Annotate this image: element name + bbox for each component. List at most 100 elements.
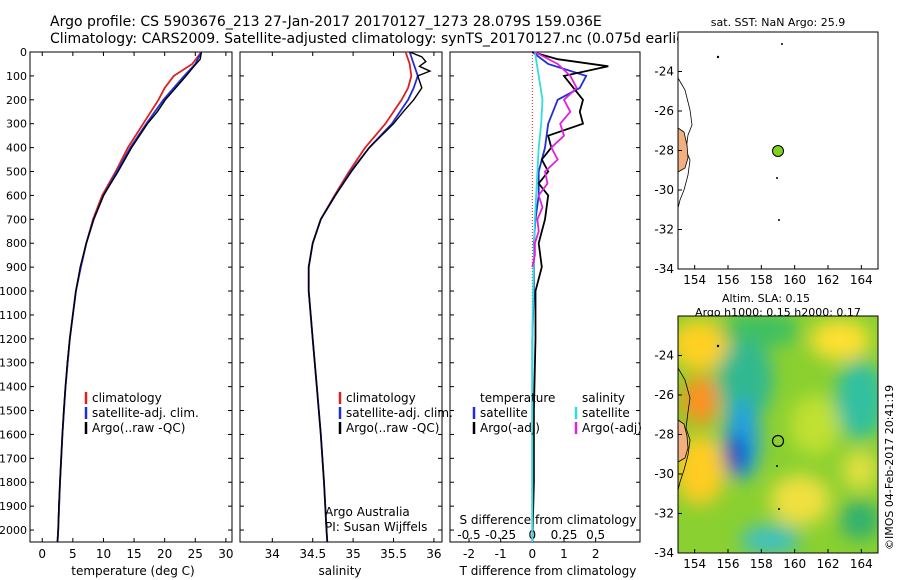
temperature-plot: 0 5 10 15 20 25 30: [38, 51, 234, 561]
depth-tick-label: 900: [6, 261, 27, 274]
difference-legend: temperature satellite Argo(-adj) salinit…: [472, 391, 642, 435]
map-y-tick-label: -32: [654, 223, 674, 237]
map-x-tick-label: 164: [850, 273, 873, 287]
map-y-tick-label: -30: [654, 467, 674, 481]
series-line-climatology: [56, 51, 203, 543]
map-x-tick-label: 154: [683, 273, 706, 287]
depth-tick-label: 700: [6, 213, 27, 226]
argo-position-marker: [771, 434, 785, 448]
x-tick-label: 2: [592, 547, 600, 561]
legend-label: Argo(-adj): [480, 421, 540, 435]
map-y-tick-label: -34: [654, 262, 674, 276]
series-line-salinity-argo-adj-: [531, 51, 578, 268]
depth-tick-label: 1200: [0, 333, 27, 346]
depth-tick-label: 400: [6, 142, 27, 155]
series-line-argo-raw-qc-: [308, 51, 432, 543]
land-patch: [678, 419, 689, 463]
sst-map: [677, 32, 878, 269]
island-dot: [781, 43, 783, 45]
x-tick-label: 0: [529, 547, 537, 561]
map-y-tick-label: -26: [654, 388, 674, 402]
x-tick-label: 30: [218, 547, 233, 561]
map-y-tick-label: -24: [654, 65, 674, 79]
map-x-tick-label: 158: [750, 557, 773, 571]
x-tick-label: 25: [188, 547, 203, 561]
legend-label: satellite: [480, 406, 528, 420]
depth-tick-label: 1000: [0, 285, 27, 298]
x-tick-label: -1: [495, 547, 507, 561]
island-dot: [778, 219, 780, 221]
salinity-panel-frame: [239, 51, 443, 543]
map-y-tick-label: -28: [654, 144, 674, 158]
x-tick-label: 5: [69, 547, 77, 561]
depth-tick-label: 1700: [0, 452, 27, 465]
depth-tick-label: 1500: [0, 405, 27, 418]
depth-axis: 0 100 200 300 400 500 600 700 800 900 1000 1100 1200…: [0, 46, 640, 537]
x-tick-label: 20: [157, 547, 172, 561]
map-x-tick-label: 156: [717, 557, 740, 571]
depth-tick-label: 300: [6, 118, 27, 131]
difference-panel-frame: [449, 51, 641, 543]
credit-pi: PI: Susan Wijffels: [325, 520, 427, 534]
x-tick-label: -2: [463, 547, 475, 561]
header-line-2: Climatology: CARS2009. Satellite-adjuste…: [50, 31, 696, 47]
x-tick-label-top: 0.25: [551, 528, 578, 542]
series-line-temperature-argo-adj-: [531, 51, 609, 543]
x-tick-label-top: 0.5: [586, 528, 605, 542]
island-dot: [716, 344, 720, 348]
difference-xlabel-bottom: T difference from climatology: [459, 564, 637, 578]
sla-map-title-1: Altim. SLA: 0.15: [722, 292, 810, 305]
temperature-panel-frame: [29, 51, 233, 543]
x-tick-label: 1: [560, 547, 568, 561]
temperature-xlabel: temperature (deg C): [71, 564, 194, 578]
island-dot: [716, 55, 720, 59]
temperature-legend: climatology satellite-adj. clim. Argo(..…: [84, 391, 199, 435]
difference-xlabel-top: S difference from climatology: [460, 513, 637, 527]
map-axes: 154 156 158 160 162 164 -24 -26 -28 -30 -32 -34 154 1…: [654, 65, 872, 572]
series-line-satellite-adj-clim-: [56, 51, 203, 543]
map-x-tick-label: 160: [783, 557, 806, 571]
x-tick-label: 15: [126, 547, 141, 561]
map-y-tick-label: -26: [654, 104, 674, 118]
legend-title-salinity: salinity: [582, 391, 625, 405]
legend-label: satellite-adj. clim.: [346, 406, 453, 420]
map-x-tick-label: 162: [817, 557, 840, 571]
x-tick-label-top: -0.25: [485, 528, 516, 542]
x-tick-label: 35: [345, 547, 360, 561]
imos-timestamp: ©IMOS 04-Feb-2017 20:41:19: [883, 385, 896, 550]
legend-label: climatology: [346, 391, 416, 405]
legend-label: Argo(..raw -QC): [346, 421, 439, 435]
depth-tick-label: 1800: [0, 476, 27, 489]
difference-plot: -2 -1 0 1 2-0.5 -0.25 0 0.25 0.5: [457, 51, 609, 561]
legend-label: Argo(..raw -QC): [92, 421, 185, 435]
map-x-tick-label: 162: [817, 273, 840, 287]
depth-tick-label: 1100: [0, 309, 27, 322]
map-x-tick-label: 156: [717, 273, 740, 287]
header-line-1: Argo profile: CS 5903676_213 27-Jan-2017…: [50, 14, 602, 30]
island-dot: [776, 465, 778, 467]
argo-position-marker: [772, 145, 784, 157]
depth-tick-label: 100: [6, 70, 27, 83]
x-tick-label: 10: [96, 547, 111, 561]
depth-tick-label: 1600: [0, 428, 27, 441]
depth-tick-label: 500: [6, 166, 27, 179]
depth-tick-label: 0: [20, 46, 27, 59]
x-tick-label: 34: [265, 547, 280, 561]
island-dot: [778, 508, 780, 510]
salinity-xlabel: salinity: [318, 564, 361, 578]
salinity-legend: climatology satellite-adj. clim. Argo(..…: [338, 391, 453, 435]
depth-tick-label: 1900: [0, 500, 27, 513]
sla-field: [678, 316, 878, 553]
map-y-tick-label: -28: [654, 428, 674, 442]
depth-tick-label: 2000: [0, 524, 27, 537]
depth-tick-label: 800: [6, 237, 27, 250]
coastline: [678, 367, 691, 491]
depth-tick-label: 1300: [0, 357, 27, 370]
legend-title-temperature: temperature: [480, 391, 555, 405]
x-tick-label: 34.5: [299, 547, 326, 561]
depth-tick-label: 600: [6, 189, 27, 202]
map-y-tick-label: -24: [654, 349, 674, 363]
depth-tick-label: 200: [6, 94, 27, 107]
series-line-argo-raw-qc-: [56, 51, 203, 543]
x-tick-label: 0: [38, 547, 46, 561]
